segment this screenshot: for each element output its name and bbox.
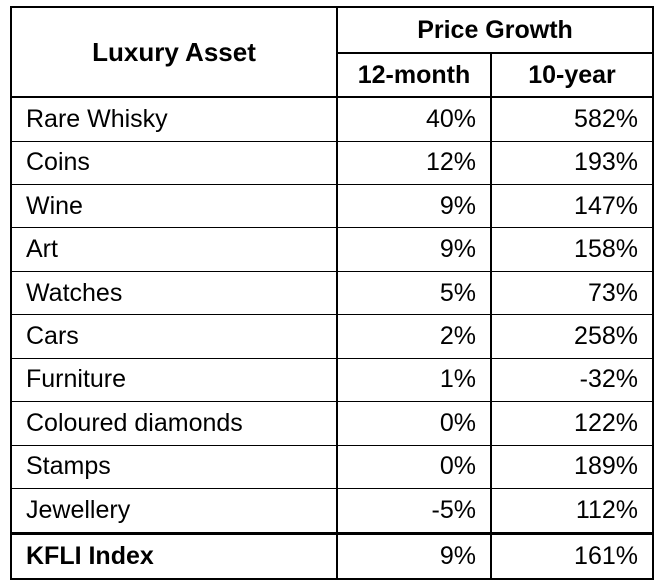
growth-12-month: 9% [336,227,492,272]
growth-12-month: 0% [336,401,492,446]
growth-12-month: -5% [336,488,492,534]
growth-10-year: 582% [490,96,654,142]
table-row: Stamps 0% 189% [10,444,654,490]
header-price-growth: Price Growth [336,6,654,54]
growth-10-year: 158% [490,227,654,272]
asset-name: Cars [10,314,338,359]
header-12-month: 12-month [336,52,492,98]
total-12-month: 9% [336,531,492,580]
growth-10-year: 112% [490,488,654,534]
growth-10-year: 122% [490,401,654,446]
asset-name: Coins [10,140,338,186]
asset-name: Art [10,227,338,272]
growth-10-year: 258% [490,314,654,359]
asset-name: Coloured diamonds [10,401,338,446]
growth-10-year: 189% [490,444,654,490]
asset-name: Stamps [10,444,338,490]
asset-name: Wine [10,184,338,229]
asset-name: Rare Whisky [10,96,338,142]
growth-10-year: 73% [490,270,654,316]
total-10-year: 161% [490,531,654,580]
growth-10-year: -32% [490,357,654,403]
growth-10-year: 147% [490,184,654,229]
growth-10-year: 193% [490,140,654,186]
growth-12-month: 9% [336,184,492,229]
table-row: Coloured diamonds 0% 122% [10,401,654,446]
table-row: Rare Whisky 40% 582% [10,96,654,142]
growth-12-month: 5% [336,270,492,316]
asset-name: Watches [10,270,338,316]
asset-name: Jewellery [10,488,338,534]
growth-12-month: 12% [336,140,492,186]
asset-name: Furniture [10,357,338,403]
growth-12-month: 40% [336,96,492,142]
price-growth-table: Luxury Asset Price Growth 12-month 10-ye… [10,6,654,580]
table-row: Wine 9% 147% [10,184,654,229]
growth-12-month: 2% [336,314,492,359]
table-row: Coins 12% 193% [10,140,654,186]
growth-12-month: 0% [336,444,492,490]
table-row: Art 9% 158% [10,227,654,272]
growth-12-month: 1% [336,357,492,403]
table-row: Cars 2% 258% [10,314,654,359]
table-row: Furniture 1% -32% [10,357,654,403]
table-row: Watches 5% 73% [10,270,654,316]
total-row: KFLI Index 9% 161% [10,531,654,580]
table-row: Jewellery -5% 112% [10,488,654,534]
total-label: KFLI Index [10,531,338,580]
header-10-year: 10-year [490,52,654,98]
header-luxury-asset: Luxury Asset [10,6,338,98]
